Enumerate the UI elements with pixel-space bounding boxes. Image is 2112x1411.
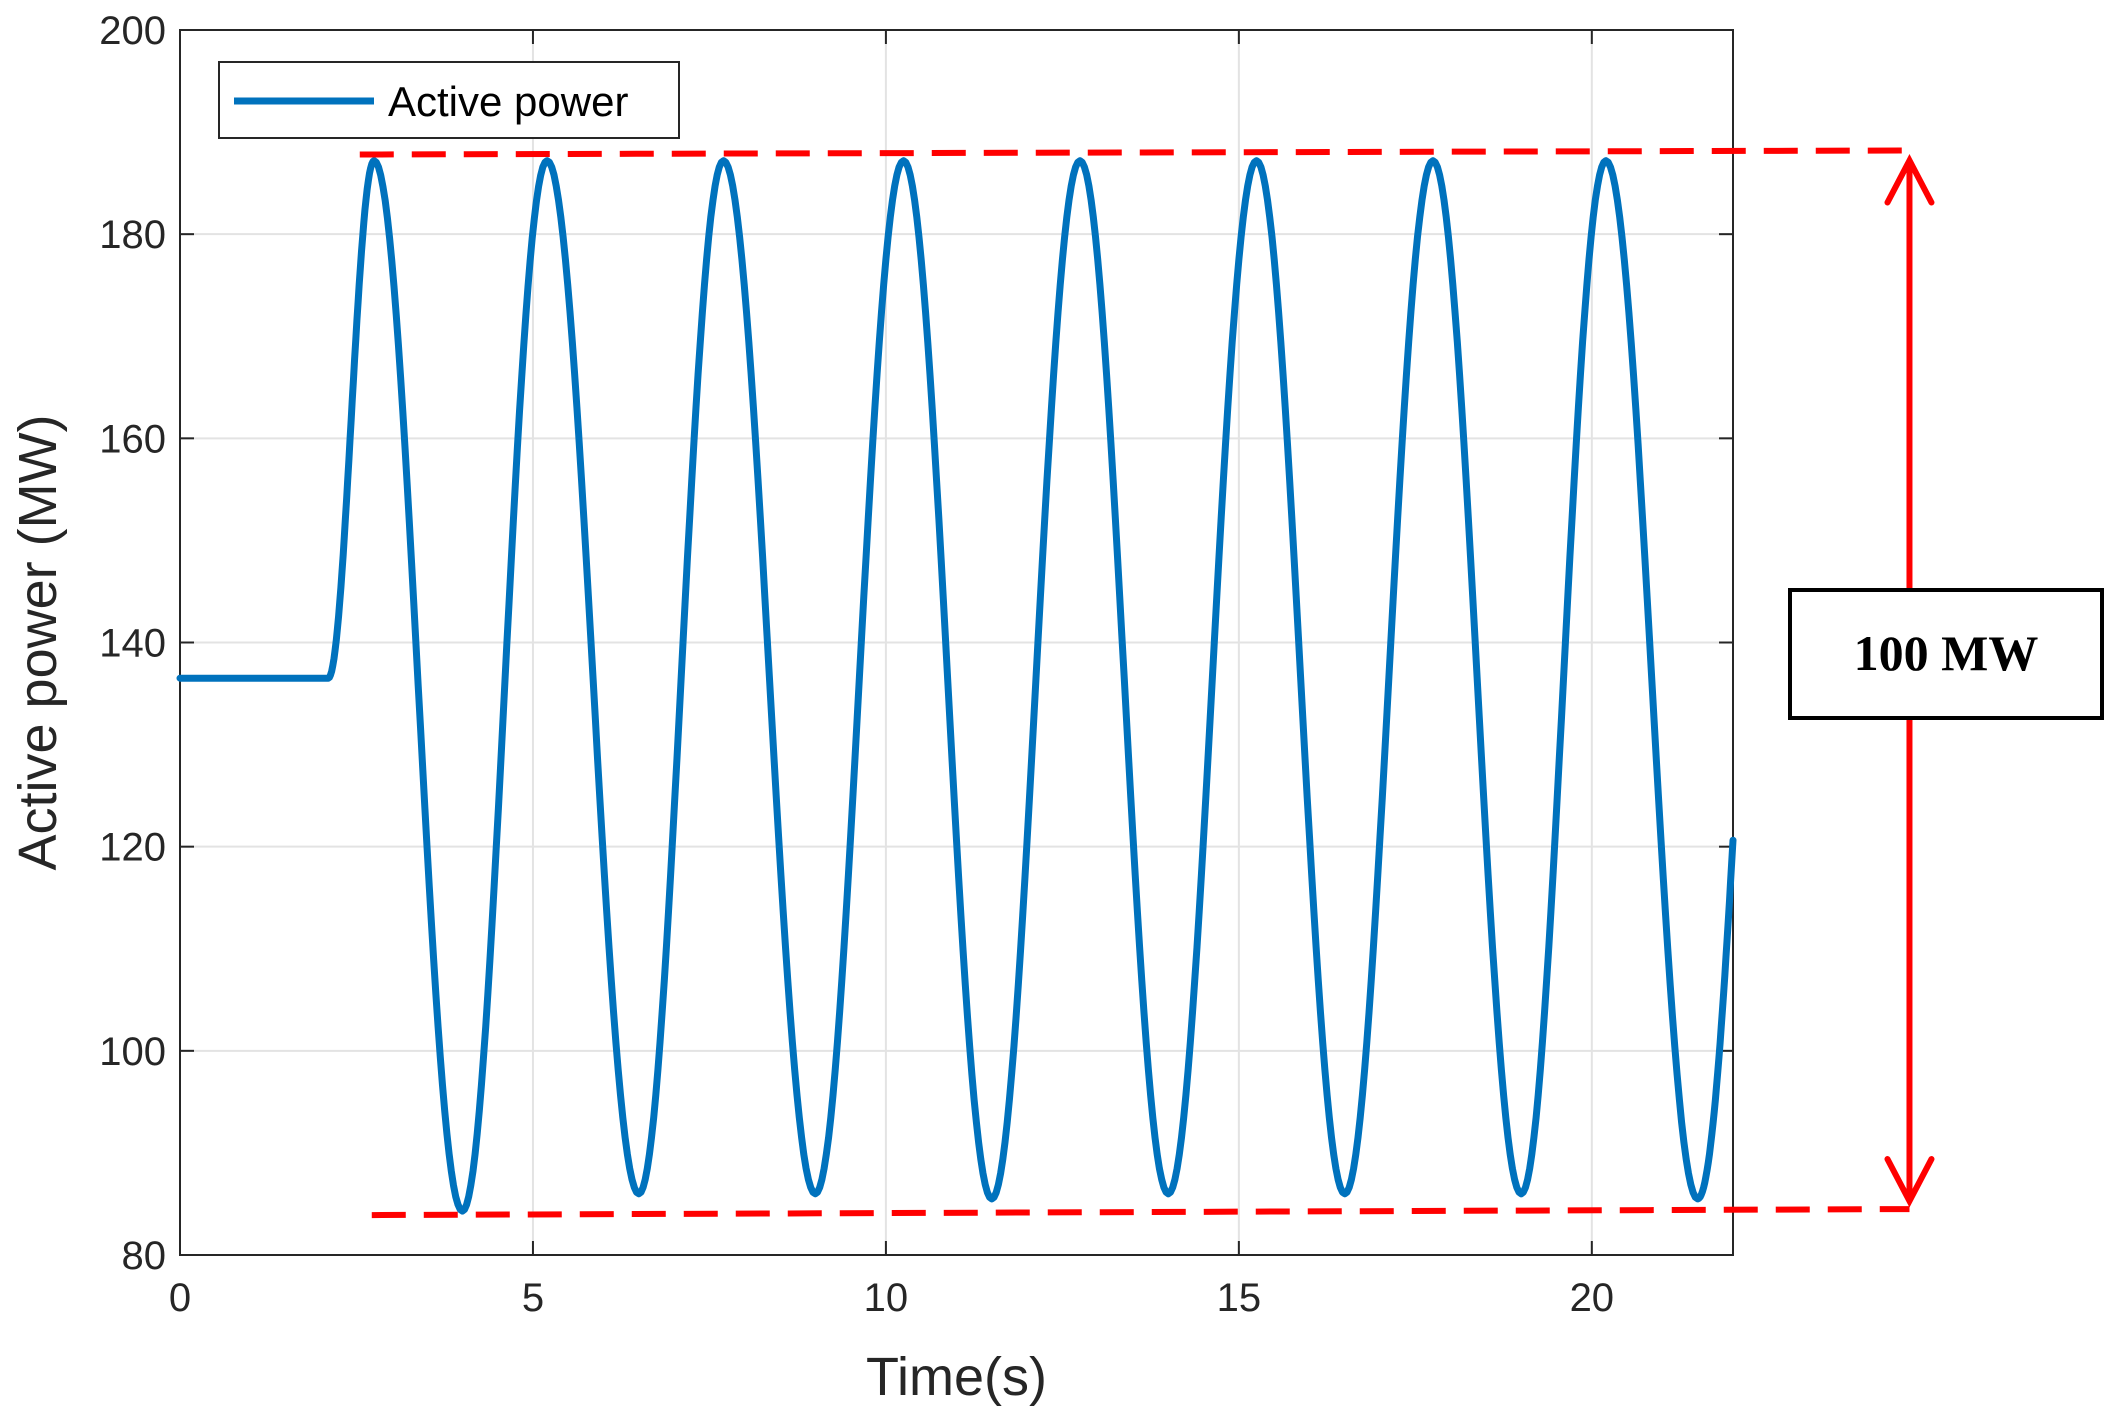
series-line-active-power: [176, 157, 1737, 1215]
x-tick-label: 20: [1570, 1276, 1615, 1320]
y-tick-label: 100: [99, 1030, 166, 1074]
x-tick-label: 15: [1217, 1276, 1262, 1320]
x-axis-title: Time(s): [866, 1347, 1047, 1407]
y-tick-label: 140: [99, 622, 166, 666]
y-axis-title: Active power (MW): [8, 414, 68, 870]
legend: Active power: [218, 61, 680, 139]
x-tick-label: 5: [522, 1276, 544, 1320]
x-tick-label: 0: [169, 1276, 191, 1320]
x-tick-label: 10: [864, 1276, 909, 1320]
lower-bound-line: [371, 1206, 1910, 1219]
upper-bound-line: [359, 147, 1910, 158]
range-arrow-head-top: [1884, 154, 1935, 206]
legend-label: Active power: [388, 78, 628, 125]
y-tick-label: 120: [99, 826, 166, 870]
axis-ticks: [179, 29, 1733, 1256]
y-tick-label: 200: [99, 9, 166, 53]
range-label-text: 100 MW: [1854, 625, 2039, 681]
tick-labels: 0 5 10 15 20 80 100 120 140 160 180 200: [99, 9, 1614, 1320]
annotations: 100 MW: [359, 147, 2104, 1219]
y-tick-label: 180: [99, 213, 166, 257]
y-tick-label: 160: [99, 417, 166, 461]
range-label-box: [1788, 588, 2104, 720]
y-tick-label: 80: [122, 1234, 167, 1278]
range-arrow-head-bottom: [1884, 1156, 1935, 1208]
